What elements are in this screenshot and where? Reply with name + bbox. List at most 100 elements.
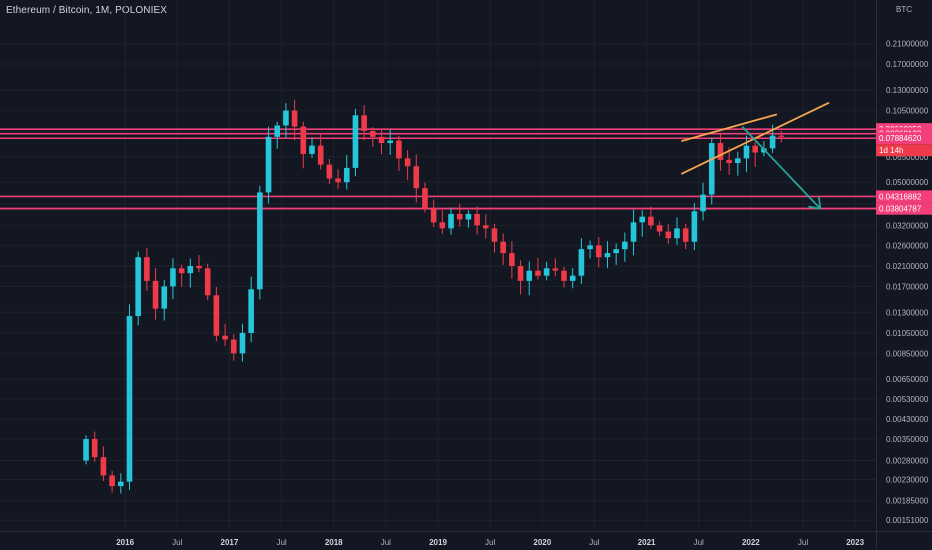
candle-body <box>474 213 480 226</box>
candle-body <box>170 268 176 287</box>
candle-body <box>448 213 454 229</box>
y-tick-label: 0.01700000 <box>886 282 929 291</box>
x-tick-label: 2018 <box>325 538 343 547</box>
y-tick-label: 0.13000000 <box>886 86 929 95</box>
candle-body <box>700 194 706 212</box>
y-tick-label: 0.06500000 <box>886 153 929 162</box>
candle-body <box>257 192 263 290</box>
candle-body <box>352 115 359 168</box>
chart-title: Ethereum / Bitcoin, 1M, POLONIEX <box>6 5 168 16</box>
candle-body <box>126 316 133 482</box>
candle-body <box>378 136 385 144</box>
candle-body <box>213 295 220 336</box>
price-tag-box <box>876 132 932 145</box>
candle-body <box>569 275 576 281</box>
y-tick-label: 0.00151000 <box>886 516 929 525</box>
candle-body <box>630 222 637 242</box>
candle-body <box>622 241 628 250</box>
y-tick-label: 0.01050000 <box>886 329 929 338</box>
candle-body <box>769 135 776 149</box>
candle-body <box>144 257 150 281</box>
candle-body <box>230 339 237 354</box>
trendline-wedge-lower <box>680 101 830 175</box>
bar-countdown-label: 1d 14h <box>879 146 903 155</box>
y-tick-label: 0.02100000 <box>886 262 929 271</box>
candle-body <box>161 286 168 309</box>
candle-body <box>204 268 211 296</box>
candle-body <box>361 115 367 131</box>
y-tick-label: 0.21000000 <box>886 40 929 49</box>
candle-body <box>422 188 428 209</box>
candle-body <box>274 125 281 137</box>
candles <box>83 99 785 494</box>
x-tick-label: 2020 <box>533 538 551 547</box>
arrowhead-stroke <box>808 205 821 210</box>
candle-body <box>778 135 785 137</box>
candle-body <box>396 140 402 159</box>
x-tick-label: Jul <box>381 538 391 547</box>
y-tick-label: 0.00350000 <box>886 435 929 444</box>
candle-body <box>387 140 394 144</box>
price-tag-label: 0.03804787 <box>879 205 922 214</box>
x-tick-label: 2016 <box>116 538 134 547</box>
candle-body <box>456 213 463 220</box>
candle-body <box>100 457 107 476</box>
horizontal-price-levels <box>0 128 876 210</box>
candle-body <box>752 145 759 153</box>
trendline-projection-arrow <box>741 125 822 210</box>
price-tag-label: 0.07884620 <box>879 134 922 143</box>
candle-body <box>135 257 141 317</box>
arrowhead-stroke <box>817 196 822 209</box>
candle-body <box>535 270 541 276</box>
candle-body <box>726 159 732 164</box>
candle-body <box>526 270 533 281</box>
y-tick-label: 0.10500000 <box>886 107 929 116</box>
drawings <box>680 101 830 210</box>
y-tick-label: 0.00230000 <box>886 476 929 485</box>
candle-body <box>283 110 289 126</box>
candle-body <box>309 145 315 154</box>
y-tick-label: 0.00185000 <box>886 497 929 506</box>
candle-body <box>326 164 333 179</box>
candle-body <box>561 270 567 281</box>
candle-body <box>265 136 272 193</box>
candle-body <box>91 439 98 458</box>
candle-body <box>465 213 472 220</box>
x-tick-label: Jul <box>172 538 182 547</box>
price-tag-box <box>876 190 932 203</box>
candle-body <box>196 265 202 269</box>
candle-body <box>708 143 715 195</box>
candle-body <box>587 245 593 250</box>
x-tick-label: Jul <box>798 538 808 547</box>
candle-body <box>578 249 585 276</box>
y-tick-label: 0.00850000 <box>886 349 929 358</box>
y-tick-label: 0.00530000 <box>886 395 929 404</box>
price-tag-label: 0.04316882 <box>879 192 922 201</box>
y-tick-label: 0.05000000 <box>886 178 929 187</box>
currency-unit-label: BTC <box>896 5 912 14</box>
candle-body <box>639 216 646 223</box>
candle-body <box>500 241 506 254</box>
y-tick-label: 0.00280000 <box>886 457 929 466</box>
x-tick-label: 2023 <box>846 538 864 547</box>
candle-body <box>543 268 550 276</box>
candle-body <box>665 231 672 239</box>
candle-body <box>491 228 498 242</box>
y-tick-label: 0.03200000 <box>886 221 929 230</box>
candle-body <box>291 110 298 127</box>
candle-body <box>439 222 446 229</box>
candle-body <box>517 265 524 281</box>
candle-body <box>152 280 159 309</box>
candle-body <box>656 225 663 232</box>
x-tick-label: Jul <box>485 538 495 547</box>
candle-body <box>482 225 489 229</box>
candle-body <box>613 249 619 254</box>
countdown-box <box>876 144 932 157</box>
price-tag-box <box>876 202 932 215</box>
candle-body <box>117 481 124 487</box>
candle-body <box>717 143 724 160</box>
x-tick-label: Jul <box>694 538 704 547</box>
y-tick-label: 0.00430000 <box>886 415 929 424</box>
grid-lines <box>0 0 876 531</box>
